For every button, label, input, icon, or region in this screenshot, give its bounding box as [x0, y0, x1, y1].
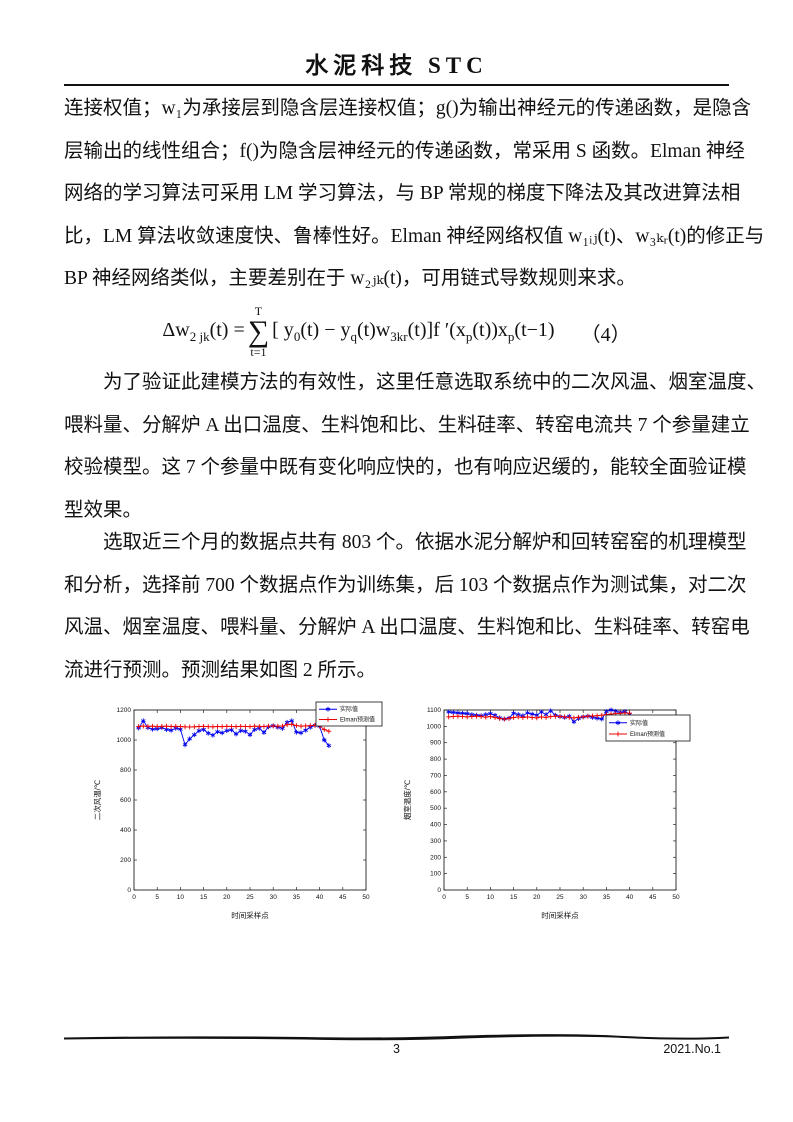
svg-text:实际值: 实际值: [630, 719, 648, 727]
svg-text:二次风温/℃: 二次风温/℃: [92, 780, 102, 821]
svg-text:0: 0: [132, 894, 136, 901]
svg-text:20: 20: [533, 894, 541, 901]
body-line: 风温、烟室温度、喂料量、分解炉 A 出口温度、生料饱和比、生料硅率、转窑电: [64, 617, 750, 639]
paragraph-1: 连接权值；w₁为承接层到隐含层连接权值；g()为输出神经元的传递函数，是隐含 层…: [64, 88, 765, 301]
figure2-right-chart: 0 5 10 15 20 25 30 35 40 45 50 0 100 200 300 400 500 600 7…: [398, 697, 700, 927]
svg-text:时间采样点: 时间采样点: [541, 910, 579, 920]
body-line: 和分析，选择前 700 个数据点作为训练集，后 103 个数据点作为测试集，对二…: [64, 574, 747, 596]
equation-4: Δw2 jk(t) = T ∑ t=1 [ y0(t) − yq(t)w3kr(…: [64, 296, 729, 368]
chart-legend: 实际值 Elman预测值: [605, 714, 691, 742]
body-line: 为了验证此建模方法的有效性，这里任意选取系统中的二次风温、烟室温度、: [103, 372, 767, 393]
svg-text:45: 45: [339, 894, 347, 901]
figure2-left-chart: 0 5 10 15 20 25 30 35 40 45 50 0 200 400 600 800 1000 120…: [88, 697, 390, 927]
svg-text:800: 800: [430, 756, 441, 763]
secondary-air-temperature-series: [136, 721, 332, 734]
footer-rule: [64, 1034, 729, 1041]
body-line: 层输出的线性组合；f()为隐含层神经元的传递函数，常采用 S 函数。Elman …: [64, 140, 745, 162]
svg-text:25: 25: [556, 894, 564, 901]
secondary-air-temperature-series: [136, 718, 332, 749]
svg-text:5: 5: [155, 894, 159, 901]
svg-text:600: 600: [120, 797, 131, 804]
svg-text:200: 200: [120, 857, 131, 864]
svg-text:5: 5: [465, 894, 469, 901]
svg-text:800: 800: [120, 767, 131, 774]
svg-text:500: 500: [430, 805, 441, 812]
svg-text:30: 30: [270, 894, 278, 901]
svg-text:50: 50: [362, 894, 370, 901]
svg-text:1200: 1200: [117, 707, 132, 714]
body-line: 比，LM 算法收敛速度快、鲁棒性好。Elman 神经网络权值 w₁ᵢⱼ(t)、w…: [64, 225, 765, 247]
svg-text:40: 40: [316, 894, 324, 901]
smoke-chamber-temperature-series: [446, 710, 632, 722]
svg-text:时间采样点: 时间采样点: [231, 910, 269, 920]
svg-text:0: 0: [442, 894, 446, 901]
svg-text:1100: 1100: [427, 707, 441, 714]
paragraph-2: 为了验证此建模方法的有效性，这里任意选取系统中的二次风温、烟室温度、 喂料量、分…: [64, 362, 767, 532]
secondary-air-temperature-svg: 0 5 10 15 20 25 30 35 40 45 50 0 200 400 600 800 1000 120…: [92, 701, 383, 920]
svg-text:1000: 1000: [117, 737, 132, 744]
svg-text:20: 20: [223, 894, 231, 901]
body-line: 流进行预测。预测结果如图 2 所示。: [64, 659, 377, 681]
summation-symbol: T ∑ t=1: [247, 304, 270, 360]
svg-text:700: 700: [430, 772, 441, 779]
svg-text:10: 10: [177, 894, 185, 901]
journal-title: 水泥科技 STC: [305, 53, 488, 78]
svg-text:15: 15: [510, 894, 518, 901]
svg-text:300: 300: [430, 838, 441, 845]
svg-text:10: 10: [487, 894, 495, 901]
svg-text:50: 50: [672, 894, 680, 901]
body-line: 型效果。: [64, 499, 143, 521]
svg-text:烟室温度/℃: 烟室温度/℃: [402, 780, 412, 821]
body-line: 选取近三个月的数据点共有 803 个。依据水泥分解炉和回转窑窑的机理模型: [103, 532, 747, 553]
svg-text:0: 0: [127, 887, 131, 894]
svg-text:40: 40: [626, 894, 634, 901]
body-line: 喂料量、分解炉 A 出口温度、生料饱和比、生料硅率、转窑电流共 7 个参量建立: [64, 414, 750, 436]
chart-legend: 实际值 Elman预测值: [315, 701, 383, 727]
footer-page-number: 3: [393, 1042, 400, 1056]
svg-text:1000: 1000: [427, 723, 442, 730]
equation-number: （4）: [580, 323, 631, 346]
svg-text:35: 35: [603, 894, 611, 901]
svg-text:600: 600: [430, 789, 441, 796]
svg-text:30: 30: [580, 894, 588, 901]
svg-text:Elman预测值: Elman预测值: [340, 716, 375, 724]
equation-lhs: Δw2 jk(t) =: [162, 319, 245, 344]
svg-text:400: 400: [120, 827, 131, 834]
smoke-chamber-temperature-svg: 0 5 10 15 20 25 30 35 40 45 5001002003004005006007…: [402, 707, 691, 920]
body-line: 校验模型。这 7 个参量中既有变化响应快的，也有响应迟缓的，能较全面验证模: [64, 457, 747, 479]
footer-issue: 2021.No.1: [663, 1042, 721, 1056]
svg-text:25: 25: [246, 894, 254, 901]
equation-rhs: [ y0(t) − yq(t)w3kr(t)]f ′(xp(t))xp(t−1): [272, 319, 555, 344]
svg-text:900: 900: [430, 740, 441, 747]
svg-text:0: 0: [437, 887, 441, 894]
svg-text:100: 100: [430, 871, 441, 878]
svg-text:400: 400: [430, 822, 441, 829]
svg-text:Elman预测值: Elman预测值: [630, 730, 665, 738]
svg-text:45: 45: [649, 894, 657, 901]
svg-text:200: 200: [430, 854, 441, 861]
paragraph-3: 选取近三个月的数据点共有 803 个。依据水泥分解炉和回转窑窑的机理模型 和分析…: [64, 522, 750, 692]
body-line: 连接权值；w₁为承接层到隐含层连接权值；g()为输出神经元的传递函数，是隐含: [64, 98, 752, 119]
svg-text:15: 15: [200, 894, 208, 901]
body-line: BP 神经网络类似，主要差别在于 w₂ⱼₖ(t)，可用链式导数规则来求。: [64, 268, 636, 290]
svg-text:实际值: 实际值: [340, 705, 358, 713]
svg-text:35: 35: [293, 894, 301, 901]
header-rule: [64, 84, 729, 86]
body-line: 网络的学习算法可采用 LM 学习算法，与 BP 常规的梯度下降法及其改进算法相: [64, 183, 741, 205]
